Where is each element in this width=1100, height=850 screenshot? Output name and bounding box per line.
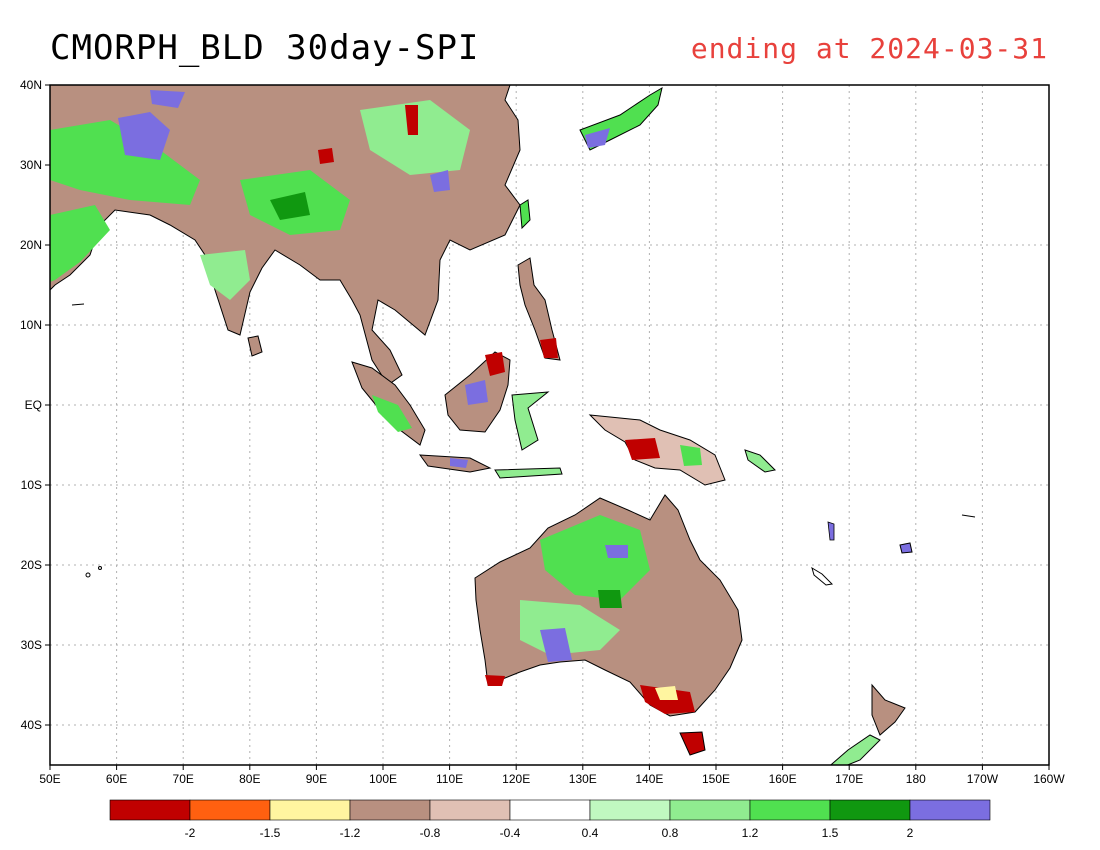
colorbar-label: 0.8 [662,826,679,840]
lon-tick-label: 150E [702,772,730,786]
lon-tick-label: 90E [306,772,327,786]
lat-tick-label: 20S [21,558,42,572]
borneo-extreme-wet-patch [465,380,488,405]
new-zealand-south-island [829,734,881,765]
philippines-islands [517,257,561,361]
small-island [98,566,102,570]
australia-extreme-wet-patch [605,545,628,558]
colorbar-swatch [749,799,831,821]
colorbar-label: 1.5 [822,826,839,840]
lat-tick-label: 10S [21,478,42,492]
asia-very-wet-patch [270,192,310,220]
axis-tick-labels: 50E 60E 70E 80E 90E 100E 110E 120E 130E 140E 150E 1… [20,78,1065,786]
lat-tick-label: 30S [21,638,42,652]
fiji-islands [899,542,913,554]
asia-extreme-wet-patch [118,112,170,160]
colorbar: -2 -1.5 -1.2 -0.8 -0.4 0.4 0.8 1.2 1.5 2 [109,799,991,840]
india-wet-patch [200,250,250,300]
colorbar-swatch [349,799,431,821]
lon-tick-label: 70E [173,772,194,786]
australia-very-wet-patch [598,590,622,608]
colorbar-label: -0.8 [420,826,441,840]
sulawesi-island [511,391,550,451]
lesser-sunda-islands [494,467,563,479]
australia-extreme-wet-patch [540,628,572,662]
lon-tick-label: 120E [502,772,530,786]
asia-very-dry-patch [405,105,418,135]
colorbar-swatch [109,799,191,821]
colorbar-label: 1.2 [742,826,759,840]
colorbar-label: -2 [185,826,196,840]
colorbar-swatch [829,799,911,821]
java-extreme-wet-patch [450,458,468,468]
solomon-islands [744,449,777,473]
tasmania-island [679,731,706,756]
socotra-island [71,303,85,306]
colorbar-label: 0.4 [582,826,599,840]
colorbar-swatch [589,799,671,821]
australia-wet-patch [540,515,650,600]
lat-tick-label: 20N [20,238,42,252]
lon-tick-label: 50E [39,772,60,786]
australia-dry-patch [485,675,505,686]
colorbar-swatch [669,799,751,821]
japan-extreme-wet-patch [585,128,610,148]
colorbar-label: 2 [907,826,914,840]
lon-tick-label: 180 [906,772,926,786]
lat-tick-label: 40S [21,718,42,732]
borneo-dry-patch [485,352,505,376]
map-frame [49,84,1050,766]
land-areas [50,85,976,765]
map-title: CMORPH_BLD 30day-SPI [50,28,480,68]
new-zealand-north-island [871,683,906,736]
colorbar-swatch [509,799,591,821]
asia-wet-patch [50,120,200,205]
lat-tick-label: EQ [25,398,42,412]
colorbar-swatch [269,799,351,821]
lon-tick-label: 170E [835,772,863,786]
colorbar-label: -1.2 [340,826,361,840]
small-island [85,572,91,578]
lon-tick-label: 100E [369,772,397,786]
small-island [961,514,976,518]
sri-lanka-island [247,335,263,357]
colorbar-label: -0.4 [500,826,521,840]
lat-tick-label: 30N [20,158,42,172]
asia-wet-patch [360,100,470,175]
new-guinea-dry-patch [625,438,660,460]
taiwan-island [519,199,531,230]
arabia-wet-patch [50,205,110,282]
australia-light-dry-patch [655,686,678,700]
colorbar-swatch [189,799,271,821]
asia-extreme-wet-patch [430,170,450,192]
lon-tick-label: 110E [436,772,463,786]
philippines-dry-patch [540,338,558,358]
lon-tick-label: 160E [769,772,797,786]
lon-tick-label: 130E [569,772,597,786]
colorbar-label: -1.5 [260,826,281,840]
lon-tick-label: 160W [1033,772,1065,786]
lat-tick-label: 40N [20,78,42,92]
lon-tick-label: 140E [635,772,663,786]
new-caledonia-island [811,566,834,586]
lon-tick-label: 80E [239,772,260,786]
new-guinea-wet-patch [680,445,702,466]
asia-very-dry-patch [318,148,334,164]
lon-tick-label: 170W [967,772,999,786]
lat-tick-label: 10N [20,318,42,332]
vanuatu-islands [827,521,835,541]
colorbar-swatch [429,799,511,821]
sumatra-wet-patch [372,395,412,432]
asia-extreme-wet-patch [150,90,185,108]
map-subtitle: ending at 2024-03-31 [690,32,1048,65]
colorbar-swatch [909,799,991,821]
lon-tick-label: 60E [106,772,127,786]
